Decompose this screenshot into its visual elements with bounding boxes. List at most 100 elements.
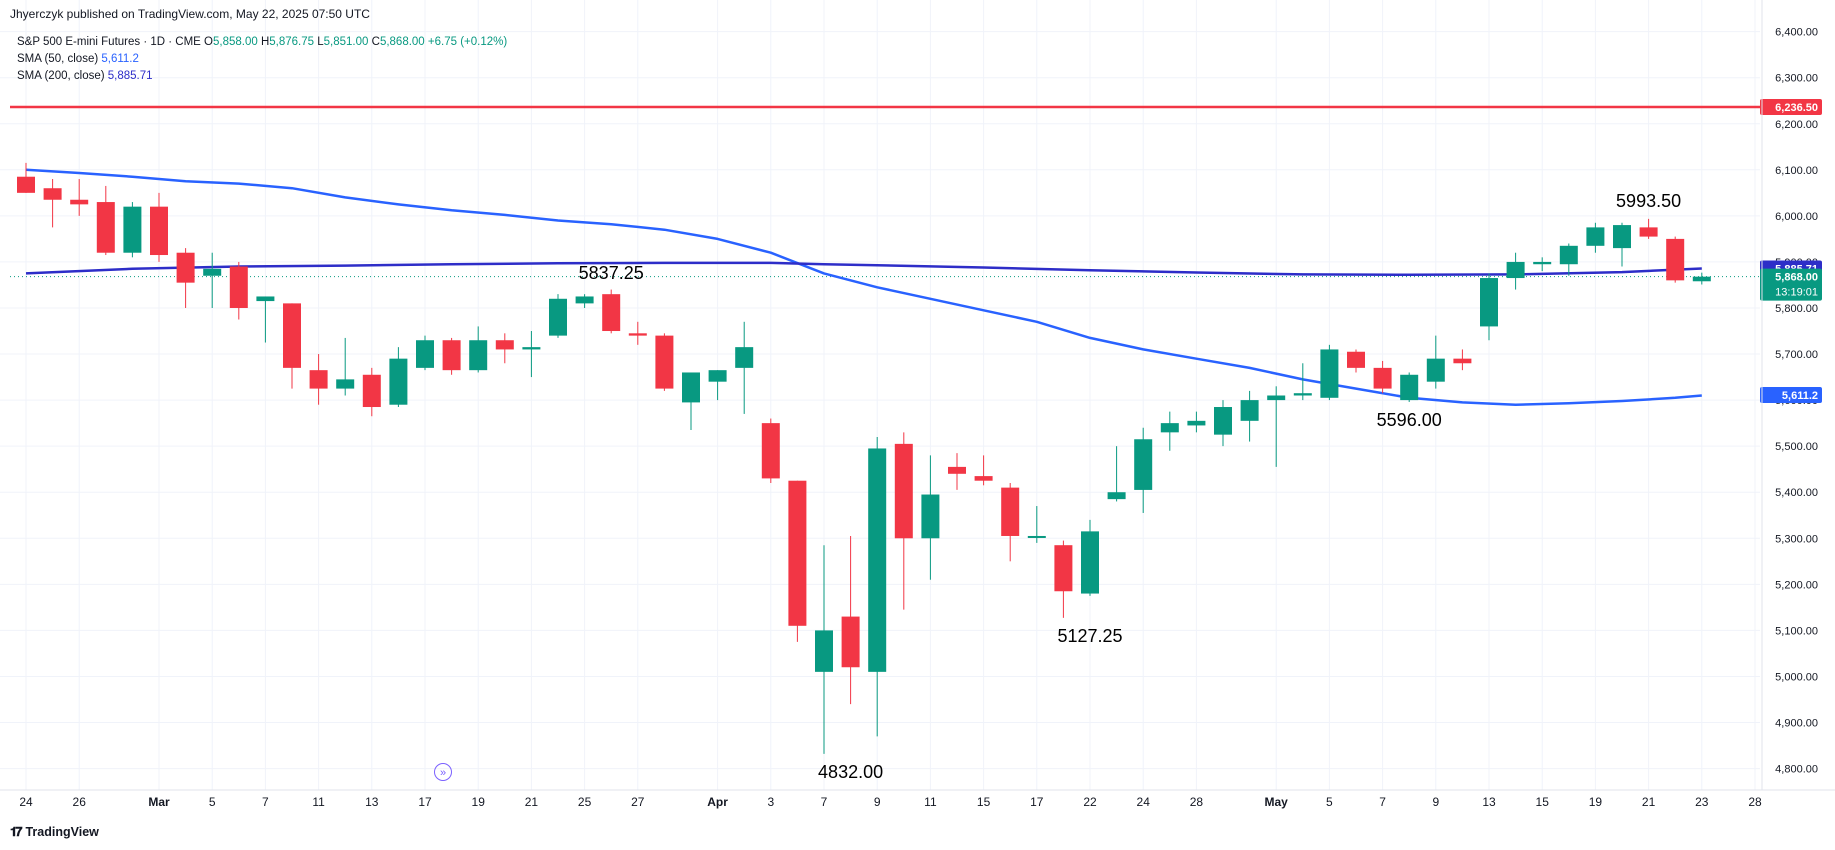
x-tick-label: 21 bbox=[1642, 795, 1656, 809]
sma200-row[interactable]: SMA (200, close) 5,885.71 bbox=[17, 68, 507, 85]
candle[interactable] bbox=[1293, 363, 1312, 401]
y-tick-label: 5,300.00 bbox=[1775, 533, 1818, 545]
candle[interactable] bbox=[336, 337, 355, 396]
candle[interactable] bbox=[1320, 344, 1339, 401]
candle[interactable] bbox=[549, 294, 567, 338]
candle[interactable] bbox=[1666, 236, 1685, 283]
candle[interactable] bbox=[1480, 273, 1498, 341]
price-tag[interactable]: 5,868.00 13:19:01 bbox=[1760, 268, 1822, 301]
candle[interactable] bbox=[1506, 252, 1525, 290]
change-value: +6.75 (+0.12%) bbox=[427, 36, 508, 48]
price-annotation: 5127.25 bbox=[1057, 626, 1122, 646]
symbol-row[interactable]: S&P 500 E-mini Futures · 1D · CME O5,858… bbox=[17, 34, 507, 51]
candle[interactable] bbox=[1400, 372, 1419, 402]
candle[interactable] bbox=[948, 453, 966, 490]
candle[interactable] bbox=[682, 372, 700, 431]
candle-body bbox=[1187, 420, 1206, 426]
candle[interactable] bbox=[1001, 483, 1020, 562]
candle[interactable] bbox=[17, 162, 35, 193]
candle[interactable] bbox=[309, 354, 328, 405]
candle[interactable] bbox=[974, 455, 993, 486]
candle-body bbox=[1373, 367, 1392, 389]
replay-icon[interactable]: » bbox=[434, 763, 452, 781]
candle[interactable] bbox=[495, 333, 514, 364]
candle[interactable] bbox=[1160, 411, 1179, 451]
price-tag[interactable]: 6,236.50 bbox=[1760, 98, 1822, 115]
candle[interactable] bbox=[442, 337, 461, 375]
sma200-value: 5,885.71 bbox=[107, 70, 153, 82]
candle[interactable] bbox=[416, 335, 434, 371]
candle[interactable] bbox=[708, 370, 727, 401]
x-tick-label: 11 bbox=[924, 795, 937, 809]
x-tick-label: May bbox=[1265, 795, 1289, 809]
candle[interactable] bbox=[628, 321, 647, 345]
sma200-line[interactable] bbox=[25, 261, 1702, 277]
candle[interactable] bbox=[1214, 400, 1232, 447]
candle[interactable] bbox=[1347, 349, 1365, 373]
symbol-name[interactable]: S&P 500 E-mini Futures · 1D · CME bbox=[17, 36, 201, 48]
candle[interactable] bbox=[1453, 349, 1472, 371]
candle[interactable] bbox=[602, 289, 621, 334]
y-tick-label: 5,800.00 bbox=[1775, 303, 1818, 315]
candle[interactable] bbox=[1107, 446, 1126, 502]
candle[interactable] bbox=[1027, 506, 1046, 543]
price-tag[interactable]: 5,611.2 bbox=[1760, 386, 1822, 403]
candle[interactable] bbox=[70, 179, 89, 216]
sma50-row[interactable]: SMA (50, close) 5,611.2 bbox=[17, 51, 507, 68]
candle[interactable] bbox=[229, 261, 248, 320]
candle-body bbox=[1480, 278, 1498, 327]
price-axis: 4,800.00 4,900.00 5,000.00 5,100.00 5,200.00… bbox=[1760, 0, 1835, 790]
candle[interactable] bbox=[469, 326, 488, 373]
candle[interactable] bbox=[575, 294, 594, 308]
candle-body bbox=[628, 333, 647, 336]
candle[interactable] bbox=[522, 331, 541, 378]
sma50-line[interactable] bbox=[25, 168, 1702, 406]
candle[interactable] bbox=[1187, 411, 1206, 433]
candle-body bbox=[469, 340, 488, 371]
candle-body bbox=[708, 370, 727, 382]
candle[interactable] bbox=[735, 321, 754, 414]
candle[interactable] bbox=[815, 545, 833, 754]
candle[interactable] bbox=[1240, 390, 1259, 442]
candle[interactable] bbox=[1586, 222, 1605, 253]
candle[interactable] bbox=[788, 480, 807, 642]
candle[interactable] bbox=[1267, 386, 1286, 467]
y-tick-label: 5,500.00 bbox=[1775, 441, 1818, 453]
price-annotation: 4832.00 bbox=[818, 762, 883, 782]
candle[interactable] bbox=[1692, 272, 1711, 285]
candle[interactable] bbox=[1613, 222, 1631, 267]
candle[interactable] bbox=[894, 432, 913, 610]
candle[interactable] bbox=[150, 192, 168, 262]
price-tag-label: 6,236.50 bbox=[1775, 102, 1818, 114]
candle[interactable] bbox=[1426, 335, 1445, 389]
candle[interactable] bbox=[176, 248, 195, 308]
candle-body bbox=[1240, 400, 1259, 421]
candle-body bbox=[1134, 439, 1153, 490]
price-annotation: 5993.50 bbox=[1616, 191, 1681, 211]
chart-legend: S&P 500 E-mini Futures · 1D · CME O5,858… bbox=[17, 34, 507, 85]
candle[interactable] bbox=[203, 252, 222, 308]
candle[interactable] bbox=[362, 367, 381, 417]
candle[interactable] bbox=[655, 333, 674, 391]
tradingview-footer[interactable]: 𝟏𝟕 TradingView bbox=[10, 824, 99, 840]
candle[interactable] bbox=[389, 347, 408, 408]
candle[interactable] bbox=[1533, 257, 1552, 272]
candle[interactable] bbox=[868, 436, 887, 737]
candle[interactable] bbox=[761, 418, 780, 484]
candle[interactable] bbox=[1081, 519, 1099, 596]
candle[interactable] bbox=[43, 179, 62, 228]
candle[interactable] bbox=[1639, 218, 1658, 239]
candle[interactable] bbox=[96, 185, 115, 256]
candle[interactable] bbox=[123, 202, 142, 258]
candle-body bbox=[1081, 531, 1099, 594]
candle[interactable] bbox=[841, 535, 860, 705]
candle[interactable] bbox=[921, 455, 940, 580]
candle[interactable] bbox=[1559, 243, 1578, 276]
candle[interactable] bbox=[1054, 540, 1073, 618]
candle[interactable] bbox=[256, 296, 275, 343]
candle[interactable] bbox=[283, 303, 301, 389]
candle[interactable] bbox=[1134, 427, 1153, 513]
candle[interactable] bbox=[1373, 360, 1392, 394]
price-tag-bg bbox=[1760, 98, 1822, 115]
